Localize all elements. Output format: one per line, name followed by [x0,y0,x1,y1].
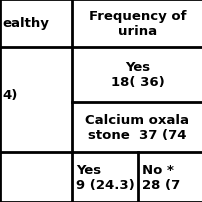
Text: Yes
9 (24.3): Yes 9 (24.3) [76,163,134,191]
Text: 4): 4) [2,88,17,101]
Text: Frequency of
urina: Frequency of urina [88,10,185,38]
Text: ealthy: ealthy [2,17,49,30]
Text: Yes
18( 36): Yes 18( 36) [110,61,164,89]
Text: Calcium oxala
stone  37 (74: Calcium oxala stone 37 (74 [85,114,188,141]
Text: No *
28 (7: No * 28 (7 [141,163,179,191]
